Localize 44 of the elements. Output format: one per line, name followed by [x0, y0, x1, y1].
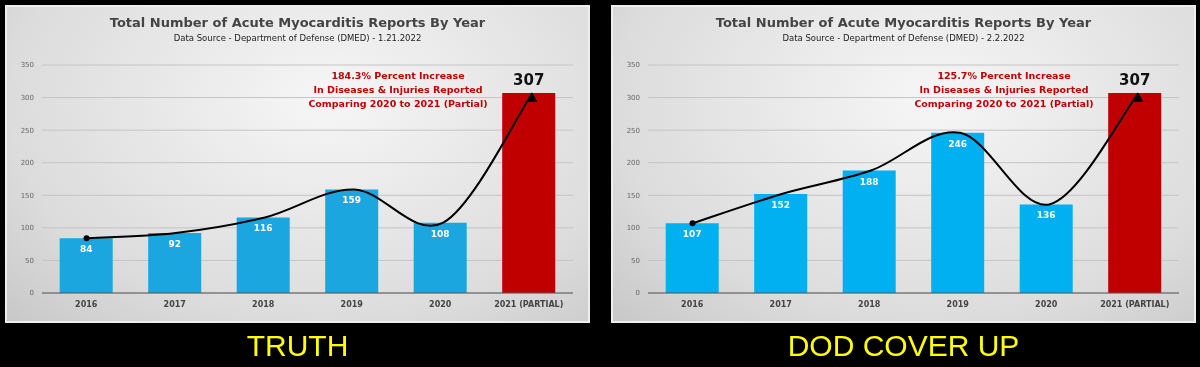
- bar: [148, 233, 202, 293]
- bar: [1019, 204, 1073, 293]
- bar: [931, 132, 985, 293]
- text: TRUTH: [245, 329, 350, 363]
- bar: [413, 222, 467, 293]
- bar: [754, 193, 808, 293]
- data-label: 84: [79, 244, 93, 255]
- bar: [325, 189, 379, 293]
- text: DOD COVER UP: [786, 329, 1021, 363]
- bar: [842, 170, 896, 293]
- x-tick-label: 2019: [946, 299, 970, 309]
- data-label: 307: [513, 71, 545, 90]
- data-label: 152: [771, 199, 791, 210]
- data-label: 136: [1036, 210, 1056, 221]
- x-tick-label: 2018: [858, 299, 881, 309]
- data-label: 188: [859, 176, 879, 187]
- data-label: 107: [682, 229, 702, 240]
- bar: [236, 217, 290, 293]
- bar: [502, 93, 556, 293]
- bar: [1108, 93, 1162, 293]
- x-tick-label: 2020: [1035, 299, 1058, 309]
- x-tick-label: 2020: [429, 299, 452, 309]
- x-tick-label: 2017: [163, 299, 186, 309]
- chart-title: Total Number of Acute Myocarditis Reports By Year: [108, 14, 487, 30]
- x-tick-label: 2021 (PARTIAL): [494, 299, 564, 309]
- data-label: 246: [948, 138, 968, 149]
- chart-subtitle: Data Source - Department of Defense (DMED) - 2.2.2022: [781, 33, 1026, 43]
- data-label: 159: [342, 195, 362, 206]
- data-label: 307: [1119, 71, 1151, 90]
- bar: [665, 223, 719, 293]
- chart-subtitle: Data Source - Department of Defense (DMED) - 1.21.2022: [172, 33, 423, 43]
- chart-title: Total Number of Acute Myocarditis Reports By Year: [714, 14, 1093, 30]
- data-label: 116: [253, 223, 273, 234]
- x-tick-label: 2016: [681, 299, 704, 309]
- annotation: 184.3% Percent Increase In Diseases & Injuries Reported Comparing 2020 to 2021 (Partial): [307, 69, 489, 111]
- data-label: 108: [430, 228, 450, 239]
- data-label: 92: [168, 239, 181, 250]
- x-tick-label: 2019: [340, 299, 364, 309]
- x-tick-label: 2016: [75, 299, 98, 309]
- x-tick-label: 2021 (PARTIAL): [1100, 299, 1170, 309]
- annotation: 125.7% Percent Increase In Diseases & Injuries Reported Comparing 2020 to 2021 (Partial): [913, 69, 1095, 111]
- bar: [59, 238, 113, 293]
- x-tick-label: 2017: [769, 299, 792, 309]
- x-tick-label: 2018: [252, 299, 275, 309]
